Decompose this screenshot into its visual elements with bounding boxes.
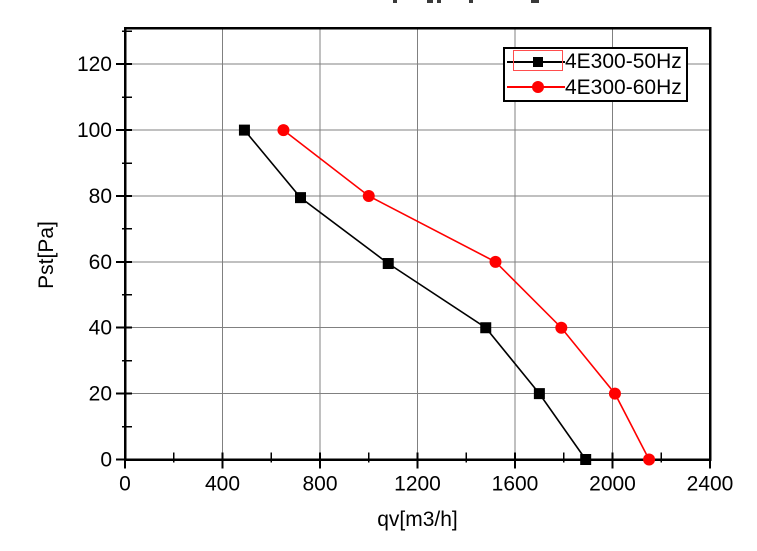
- x-tick-label: 2400: [687, 473, 734, 496]
- y-tick-label: 0: [100, 449, 112, 472]
- legend-label-50hz: 4E300-50Hz: [565, 50, 682, 74]
- y-tick-label: 100: [77, 119, 112, 142]
- x-tick-label: 2000: [589, 473, 636, 496]
- series-line-4e300-50hz: [243, 129, 587, 460]
- data-point-circle: [555, 321, 568, 334]
- data-point-circle: [608, 387, 621, 400]
- x-tick-label: 1600: [492, 473, 539, 496]
- data-point-square: [382, 258, 394, 270]
- x-axis-title: qv[m3/h]: [377, 508, 458, 531]
- data-point-square: [480, 322, 492, 334]
- legend-label-60hz: 4E300-60Hz: [565, 75, 682, 99]
- data-point-square: [295, 192, 306, 204]
- x-tick-label: 0: [119, 473, 131, 496]
- data-point-circle: [489, 255, 502, 268]
- clipped-title-fragment: [437, 0, 441, 3]
- data-point-square: [238, 124, 250, 136]
- series-line-4e300-60hz: [282, 129, 650, 460]
- y-tick-label: 120: [77, 53, 112, 76]
- y-tick-label: 60: [89, 251, 112, 274]
- legend-entry-60hz[interactable]: 4E300-60Hz: [505, 75, 686, 101]
- clipped-title-fragment: [469, 0, 473, 3]
- legend-sample-60hz: [505, 75, 565, 101]
- legend: 4E300-50Hz 4E300-60Hz: [503, 47, 688, 102]
- clipped-title-fragment: [427, 0, 433, 3]
- circle-marker-icon: [532, 81, 544, 94]
- legend-entry-50hz[interactable]: 4E300-50Hz: [505, 49, 686, 75]
- x-tick-label: 400: [205, 473, 240, 496]
- data-point-square: [580, 454, 592, 465]
- x-tick-label: 800: [302, 473, 337, 496]
- y-axis-title: Pst[Pa]: [35, 221, 58, 289]
- data-point-circle: [643, 453, 656, 466]
- legend-sample-50hz: [505, 49, 565, 75]
- y-tick-label: 80: [89, 185, 112, 208]
- x-tick-label: 1200: [394, 473, 441, 496]
- data-point-circle: [277, 124, 290, 137]
- y-tick-label: 20: [89, 383, 112, 406]
- square-marker-icon: [533, 56, 543, 67]
- data-point-square: [533, 388, 545, 400]
- data-point-circle: [362, 189, 375, 202]
- y-tick-label: 40: [89, 317, 112, 340]
- clipped-title-fragment: [393, 0, 397, 3]
- clipped-title-fragment: [531, 0, 539, 3]
